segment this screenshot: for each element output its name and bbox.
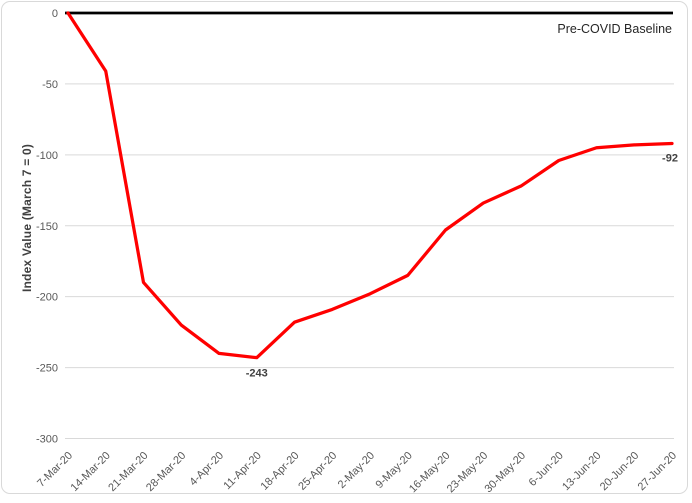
x-tick-label: 25-Apr-20: [296, 450, 339, 493]
y-tick-label: -250: [36, 363, 58, 375]
data-label: -92: [662, 152, 678, 164]
x-tick-label: 28-Mar-20: [144, 450, 188, 494]
x-tick-label: 20-Jun-20: [598, 450, 642, 494]
x-tick-label: 18-Apr-20: [259, 450, 302, 493]
y-tick-label: 0: [52, 8, 58, 20]
y-tick-label: -100: [36, 150, 58, 162]
y-tick-label: -300: [36, 434, 58, 446]
y-tick-label: -50: [42, 79, 58, 91]
y-axis-title: Index Value (March 7 = 0): [20, 143, 34, 293]
x-tick-label: 21-Mar-20: [106, 450, 150, 494]
y-tick-label: -150: [36, 221, 58, 233]
chart-border-frame: [1, 1, 688, 494]
x-tick-label: 27-Jun-20: [636, 450, 680, 494]
pre-covid-baseline-label: Pre-COVID Baseline: [557, 22, 672, 36]
x-tick-label: 14-Mar-20: [69, 450, 113, 494]
x-tick-label: 11-Apr-20: [221, 450, 264, 493]
data-label: -243: [246, 368, 268, 380]
y-tick-label: -200: [36, 292, 58, 304]
x-tick-label: 6-Jun-20: [527, 450, 566, 489]
x-tick-label: 4-Apr-20: [187, 450, 226, 489]
series-line-index-value: [66, 11, 674, 360]
x-tick-label: 13-Jun-20: [560, 450, 604, 494]
x-tick-label: 2-May-20: [336, 450, 377, 491]
x-tick-label: 30-May-20: [482, 450, 528, 496]
